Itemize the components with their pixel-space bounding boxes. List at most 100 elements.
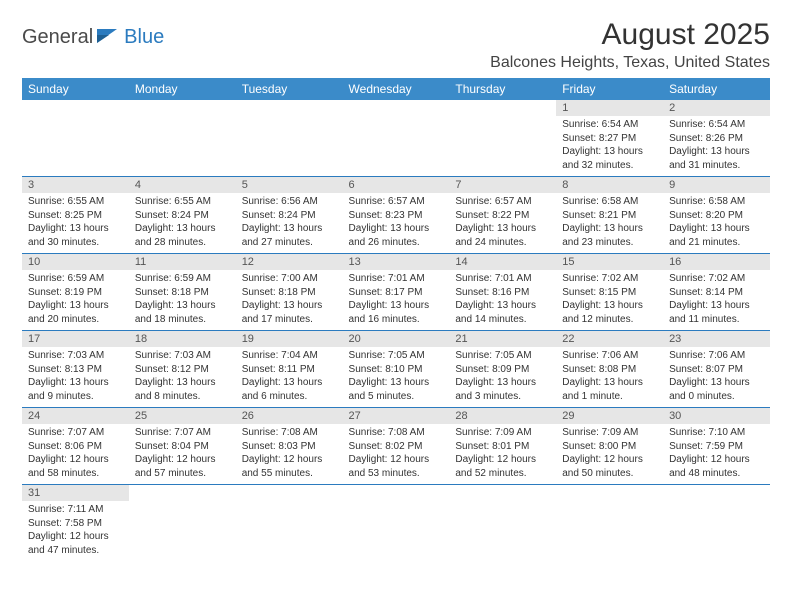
sunrise-line: Sunrise: 7:01 AM [455, 272, 550, 286]
brand-flag-icon [97, 27, 121, 48]
daylight-line: Daylight: 13 hours and 28 minutes. [135, 222, 230, 249]
day-details: Sunrise: 6:58 AMSunset: 8:20 PMDaylight:… [663, 193, 770, 253]
month-title: August 2025 [490, 18, 770, 52]
calendar-cell: 15Sunrise: 7:02 AMSunset: 8:15 PMDayligh… [556, 254, 663, 331]
brand-text-2: Blue [124, 26, 164, 49]
calendar-cell: 4Sunrise: 6:55 AMSunset: 8:24 PMDaylight… [129, 177, 236, 254]
calendar-cell [556, 485, 663, 562]
sunrise-line: Sunrise: 6:58 AM [562, 195, 657, 209]
day-number: 10 [22, 254, 129, 270]
calendar-week: 3Sunrise: 6:55 AMSunset: 8:25 PMDaylight… [22, 177, 770, 254]
sunrise-line: Sunrise: 6:57 AM [455, 195, 550, 209]
daylight-line: Daylight: 13 hours and 30 minutes. [28, 222, 123, 249]
day-details: Sunrise: 7:08 AMSunset: 8:03 PMDaylight:… [236, 424, 343, 484]
sunrise-line: Sunrise: 6:54 AM [669, 118, 764, 132]
daylight-line: Daylight: 13 hours and 23 minutes. [562, 222, 657, 249]
day-details: Sunrise: 6:59 AMSunset: 8:18 PMDaylight:… [129, 270, 236, 330]
day-header: Wednesday [343, 78, 450, 100]
day-details: Sunrise: 7:08 AMSunset: 8:02 PMDaylight:… [343, 424, 450, 484]
daylight-line: Daylight: 13 hours and 17 minutes. [242, 299, 337, 326]
sunrise-line: Sunrise: 7:08 AM [242, 426, 337, 440]
sunset-line: Sunset: 8:02 PM [349, 440, 444, 454]
daylight-line: Daylight: 13 hours and 14 minutes. [455, 299, 550, 326]
calendar-cell [343, 100, 450, 177]
day-details: Sunrise: 7:03 AMSunset: 8:13 PMDaylight:… [22, 347, 129, 407]
sunset-line: Sunset: 8:24 PM [135, 209, 230, 223]
sunrise-line: Sunrise: 6:57 AM [349, 195, 444, 209]
day-number: 20 [343, 331, 450, 347]
calendar-cell: 28Sunrise: 7:09 AMSunset: 8:01 PMDayligh… [449, 408, 556, 485]
calendar-cell: 25Sunrise: 7:07 AMSunset: 8:04 PMDayligh… [129, 408, 236, 485]
day-details: Sunrise: 7:00 AMSunset: 8:18 PMDaylight:… [236, 270, 343, 330]
daylight-line: Daylight: 13 hours and 9 minutes. [28, 376, 123, 403]
day-number: 16 [663, 254, 770, 270]
daylight-line: Daylight: 12 hours and 57 minutes. [135, 453, 230, 480]
daylight-line: Daylight: 12 hours and 58 minutes. [28, 453, 123, 480]
sunset-line: Sunset: 8:15 PM [562, 286, 657, 300]
day-header: Thursday [449, 78, 556, 100]
day-number: 1 [556, 100, 663, 116]
day-details: Sunrise: 6:55 AMSunset: 8:25 PMDaylight:… [22, 193, 129, 253]
day-number: 9 [663, 177, 770, 193]
day-details: Sunrise: 7:11 AMSunset: 7:58 PMDaylight:… [22, 501, 129, 561]
day-details: Sunrise: 6:55 AMSunset: 8:24 PMDaylight:… [129, 193, 236, 253]
day-number: 28 [449, 408, 556, 424]
sunrise-line: Sunrise: 7:05 AM [349, 349, 444, 363]
day-number: 13 [343, 254, 450, 270]
calendar-week: 17Sunrise: 7:03 AMSunset: 8:13 PMDayligh… [22, 331, 770, 408]
calendar-cell [129, 485, 236, 562]
sunset-line: Sunset: 8:18 PM [242, 286, 337, 300]
calendar-table: SundayMondayTuesdayWednesdayThursdayFrid… [22, 78, 770, 561]
calendar-cell: 26Sunrise: 7:08 AMSunset: 8:03 PMDayligh… [236, 408, 343, 485]
day-details: Sunrise: 6:54 AMSunset: 8:26 PMDaylight:… [663, 116, 770, 176]
sunrise-line: Sunrise: 7:04 AM [242, 349, 337, 363]
day-number: 30 [663, 408, 770, 424]
day-number: 5 [236, 177, 343, 193]
day-details: Sunrise: 7:01 AMSunset: 8:16 PMDaylight:… [449, 270, 556, 330]
sunset-line: Sunset: 8:12 PM [135, 363, 230, 377]
day-details: Sunrise: 7:09 AMSunset: 8:00 PMDaylight:… [556, 424, 663, 484]
day-number: 26 [236, 408, 343, 424]
sunrise-line: Sunrise: 7:03 AM [135, 349, 230, 363]
daylight-line: Daylight: 13 hours and 16 minutes. [349, 299, 444, 326]
sunrise-line: Sunrise: 7:09 AM [562, 426, 657, 440]
sunrise-line: Sunrise: 7:02 AM [562, 272, 657, 286]
calendar-week: 10Sunrise: 6:59 AMSunset: 8:19 PMDayligh… [22, 254, 770, 331]
day-details: Sunrise: 7:09 AMSunset: 8:01 PMDaylight:… [449, 424, 556, 484]
day-details: Sunrise: 7:05 AMSunset: 8:09 PMDaylight:… [449, 347, 556, 407]
calendar-cell [236, 485, 343, 562]
sunrise-line: Sunrise: 7:00 AM [242, 272, 337, 286]
sunrise-line: Sunrise: 7:02 AM [669, 272, 764, 286]
sunset-line: Sunset: 8:06 PM [28, 440, 123, 454]
sunset-line: Sunset: 8:22 PM [455, 209, 550, 223]
sunset-line: Sunset: 8:20 PM [669, 209, 764, 223]
day-details: Sunrise: 7:05 AMSunset: 8:10 PMDaylight:… [343, 347, 450, 407]
title-block: August 2025 Balcones Heights, Texas, Uni… [490, 18, 770, 72]
day-details: Sunrise: 7:02 AMSunset: 8:14 PMDaylight:… [663, 270, 770, 330]
sunrise-line: Sunrise: 7:09 AM [455, 426, 550, 440]
day-details: Sunrise: 6:56 AMSunset: 8:24 PMDaylight:… [236, 193, 343, 253]
calendar-cell: 20Sunrise: 7:05 AMSunset: 8:10 PMDayligh… [343, 331, 450, 408]
daylight-line: Daylight: 13 hours and 21 minutes. [669, 222, 764, 249]
calendar-cell: 19Sunrise: 7:04 AMSunset: 8:11 PMDayligh… [236, 331, 343, 408]
sunset-line: Sunset: 8:21 PM [562, 209, 657, 223]
day-number: 3 [22, 177, 129, 193]
day-number: 27 [343, 408, 450, 424]
day-details: Sunrise: 7:02 AMSunset: 8:15 PMDaylight:… [556, 270, 663, 330]
calendar-cell [663, 485, 770, 562]
calendar-cell: 13Sunrise: 7:01 AMSunset: 8:17 PMDayligh… [343, 254, 450, 331]
sunset-line: Sunset: 8:07 PM [669, 363, 764, 377]
day-details: Sunrise: 7:06 AMSunset: 8:08 PMDaylight:… [556, 347, 663, 407]
calendar-cell: 16Sunrise: 7:02 AMSunset: 8:14 PMDayligh… [663, 254, 770, 331]
calendar-week: 31Sunrise: 7:11 AMSunset: 7:58 PMDayligh… [22, 485, 770, 562]
calendar-week: 24Sunrise: 7:07 AMSunset: 8:06 PMDayligh… [22, 408, 770, 485]
day-number: 25 [129, 408, 236, 424]
calendar-cell: 31Sunrise: 7:11 AMSunset: 7:58 PMDayligh… [22, 485, 129, 562]
calendar-cell: 11Sunrise: 6:59 AMSunset: 8:18 PMDayligh… [129, 254, 236, 331]
sunset-line: Sunset: 8:18 PM [135, 286, 230, 300]
daylight-line: Daylight: 13 hours and 27 minutes. [242, 222, 337, 249]
page-header: General Blue August 2025 Balcones Height… [22, 18, 770, 72]
sunset-line: Sunset: 7:59 PM [669, 440, 764, 454]
daylight-line: Daylight: 13 hours and 20 minutes. [28, 299, 123, 326]
day-header: Tuesday [236, 78, 343, 100]
